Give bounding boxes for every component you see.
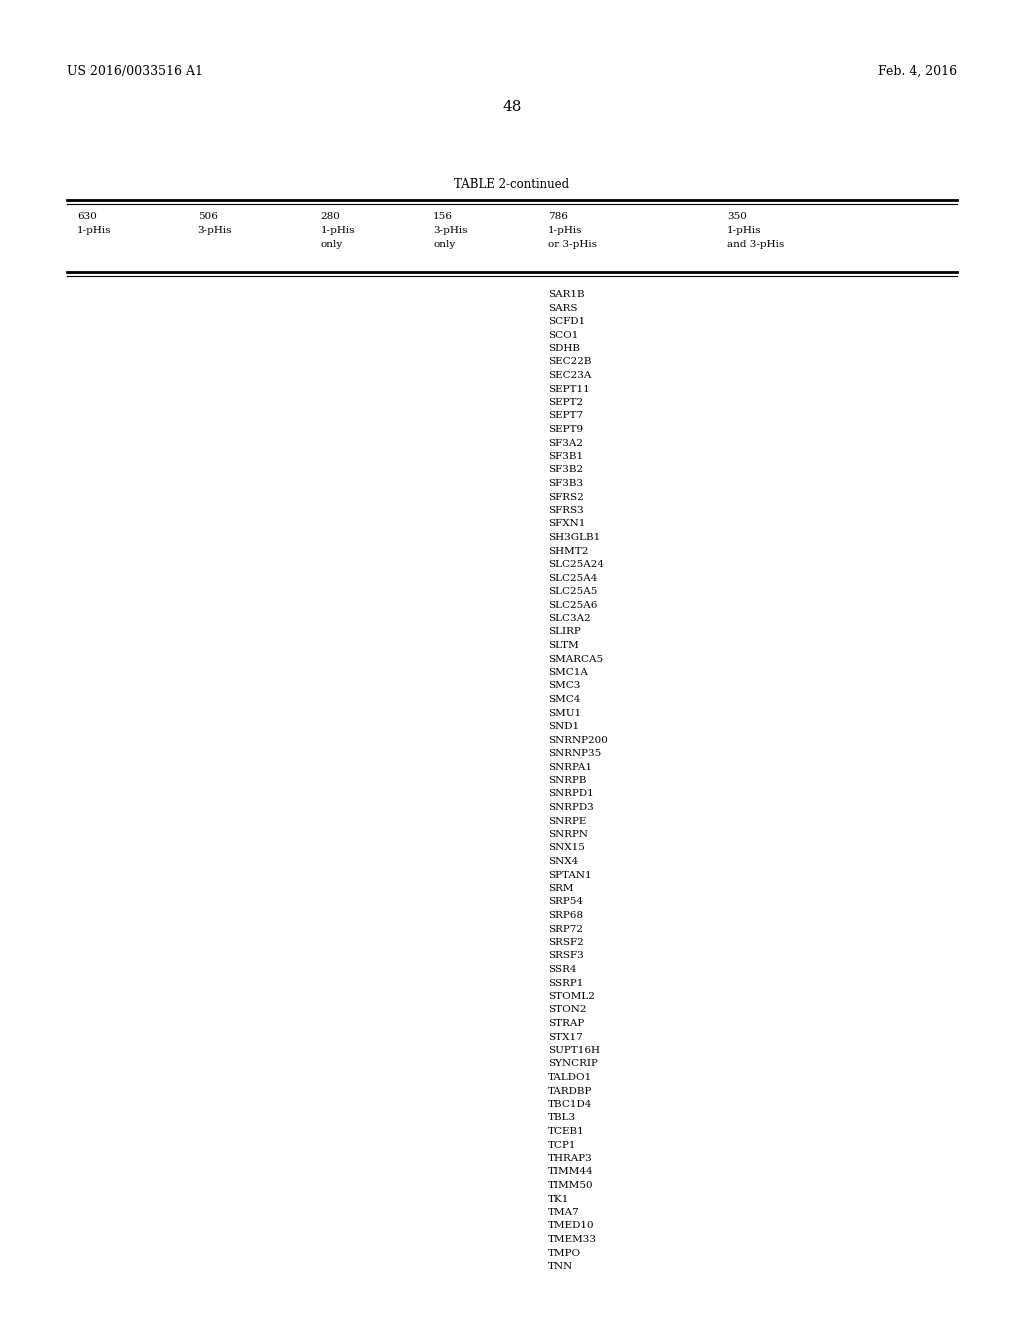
Text: SF3A2: SF3A2	[548, 438, 583, 447]
Text: 1-pHis: 1-pHis	[727, 226, 762, 235]
Text: SRP68: SRP68	[548, 911, 583, 920]
Text: TABLE 2-continued: TABLE 2-continued	[455, 178, 569, 191]
Text: TALDO1: TALDO1	[548, 1073, 592, 1082]
Text: SF3B3: SF3B3	[548, 479, 583, 488]
Text: TIMM50: TIMM50	[548, 1181, 594, 1191]
Text: SMC3: SMC3	[548, 681, 581, 690]
Text: SYNCRIP: SYNCRIP	[548, 1060, 598, 1068]
Text: only: only	[433, 240, 456, 249]
Text: SNRPD3: SNRPD3	[548, 803, 594, 812]
Text: SNRPB: SNRPB	[548, 776, 587, 785]
Text: SFRS3: SFRS3	[548, 506, 584, 515]
Text: 1-pHis: 1-pHis	[321, 226, 355, 235]
Text: SMC4: SMC4	[548, 696, 581, 704]
Text: SEPT2: SEPT2	[548, 399, 583, 407]
Text: SUPT16H: SUPT16H	[548, 1045, 600, 1055]
Text: SFRS2: SFRS2	[548, 492, 584, 502]
Text: SSRP1: SSRP1	[548, 978, 584, 987]
Text: or 3-pHis: or 3-pHis	[548, 240, 597, 249]
Text: SAR1B: SAR1B	[548, 290, 585, 300]
Text: SLC25A6: SLC25A6	[548, 601, 597, 610]
Text: 3-pHis: 3-pHis	[198, 226, 232, 235]
Text: SF3B1: SF3B1	[548, 451, 583, 461]
Text: SEC22B: SEC22B	[548, 358, 591, 367]
Text: SCO1: SCO1	[548, 330, 579, 339]
Text: STON2: STON2	[548, 1006, 587, 1015]
Text: TCP1: TCP1	[548, 1140, 577, 1150]
Text: TMA7: TMA7	[548, 1208, 580, 1217]
Text: SEPT9: SEPT9	[548, 425, 583, 434]
Text: SPTAN1: SPTAN1	[548, 870, 592, 879]
Text: Feb. 4, 2016: Feb. 4, 2016	[879, 65, 957, 78]
Text: SRP54: SRP54	[548, 898, 583, 907]
Text: TIMM44: TIMM44	[548, 1167, 594, 1176]
Text: SF3B2: SF3B2	[548, 466, 583, 474]
Text: SDHB: SDHB	[548, 345, 580, 352]
Text: 156: 156	[433, 213, 453, 220]
Text: SNRNP200: SNRNP200	[548, 735, 607, 744]
Text: and 3-pHis: and 3-pHis	[727, 240, 784, 249]
Text: 350: 350	[727, 213, 746, 220]
Text: SNRPD1: SNRPD1	[548, 789, 594, 799]
Text: SNX15: SNX15	[548, 843, 585, 853]
Text: SCFD1: SCFD1	[548, 317, 585, 326]
Text: SRSF2: SRSF2	[548, 939, 584, 946]
Text: SNX4: SNX4	[548, 857, 579, 866]
Text: only: only	[321, 240, 343, 249]
Text: SEC23A: SEC23A	[548, 371, 591, 380]
Text: SLC25A24: SLC25A24	[548, 560, 604, 569]
Text: 1-pHis: 1-pHis	[548, 226, 583, 235]
Text: SRM: SRM	[548, 884, 573, 894]
Text: SND1: SND1	[548, 722, 579, 731]
Text: TNN: TNN	[548, 1262, 573, 1271]
Text: SRSF3: SRSF3	[548, 952, 584, 961]
Text: SLTM: SLTM	[548, 642, 579, 649]
Text: SRP72: SRP72	[548, 924, 583, 933]
Text: US 2016/0033516 A1: US 2016/0033516 A1	[67, 65, 203, 78]
Text: 280: 280	[321, 213, 340, 220]
Text: 1-pHis: 1-pHis	[77, 226, 112, 235]
Text: 48: 48	[503, 100, 521, 114]
Text: TCEB1: TCEB1	[548, 1127, 585, 1137]
Text: SARS: SARS	[548, 304, 578, 313]
Text: THRAP3: THRAP3	[548, 1154, 593, 1163]
Text: SMC1A: SMC1A	[548, 668, 588, 677]
Text: 786: 786	[548, 213, 567, 220]
Text: TMED10: TMED10	[548, 1221, 595, 1230]
Text: SHMT2: SHMT2	[548, 546, 588, 556]
Text: STOML2: STOML2	[548, 993, 595, 1001]
Text: TBL3: TBL3	[548, 1114, 575, 1122]
Text: SNRPA1: SNRPA1	[548, 763, 592, 771]
Text: TARDBP: TARDBP	[548, 1086, 592, 1096]
Text: TMEM33: TMEM33	[548, 1236, 597, 1243]
Text: SMU1: SMU1	[548, 709, 581, 718]
Text: TK1: TK1	[548, 1195, 569, 1204]
Text: SH3GLB1: SH3GLB1	[548, 533, 600, 543]
Text: TBC1D4: TBC1D4	[548, 1100, 592, 1109]
Text: 3-pHis: 3-pHis	[433, 226, 468, 235]
Text: SLC3A2: SLC3A2	[548, 614, 591, 623]
Text: SFXN1: SFXN1	[548, 520, 585, 528]
Text: SEPT11: SEPT11	[548, 384, 590, 393]
Text: SNRPE: SNRPE	[548, 817, 586, 825]
Text: SNRPN: SNRPN	[548, 830, 588, 840]
Text: SMARCA5: SMARCA5	[548, 655, 603, 664]
Text: SLIRP: SLIRP	[548, 627, 581, 636]
Text: TMPO: TMPO	[548, 1249, 581, 1258]
Text: SSR4: SSR4	[548, 965, 577, 974]
Text: 506: 506	[198, 213, 217, 220]
Text: SNRNP35: SNRNP35	[548, 748, 601, 758]
Text: SLC25A5: SLC25A5	[548, 587, 597, 597]
Text: 630: 630	[77, 213, 96, 220]
Text: SLC25A4: SLC25A4	[548, 573, 597, 582]
Text: STX17: STX17	[548, 1032, 583, 1041]
Text: STRAP: STRAP	[548, 1019, 584, 1028]
Text: SEPT7: SEPT7	[548, 412, 583, 421]
